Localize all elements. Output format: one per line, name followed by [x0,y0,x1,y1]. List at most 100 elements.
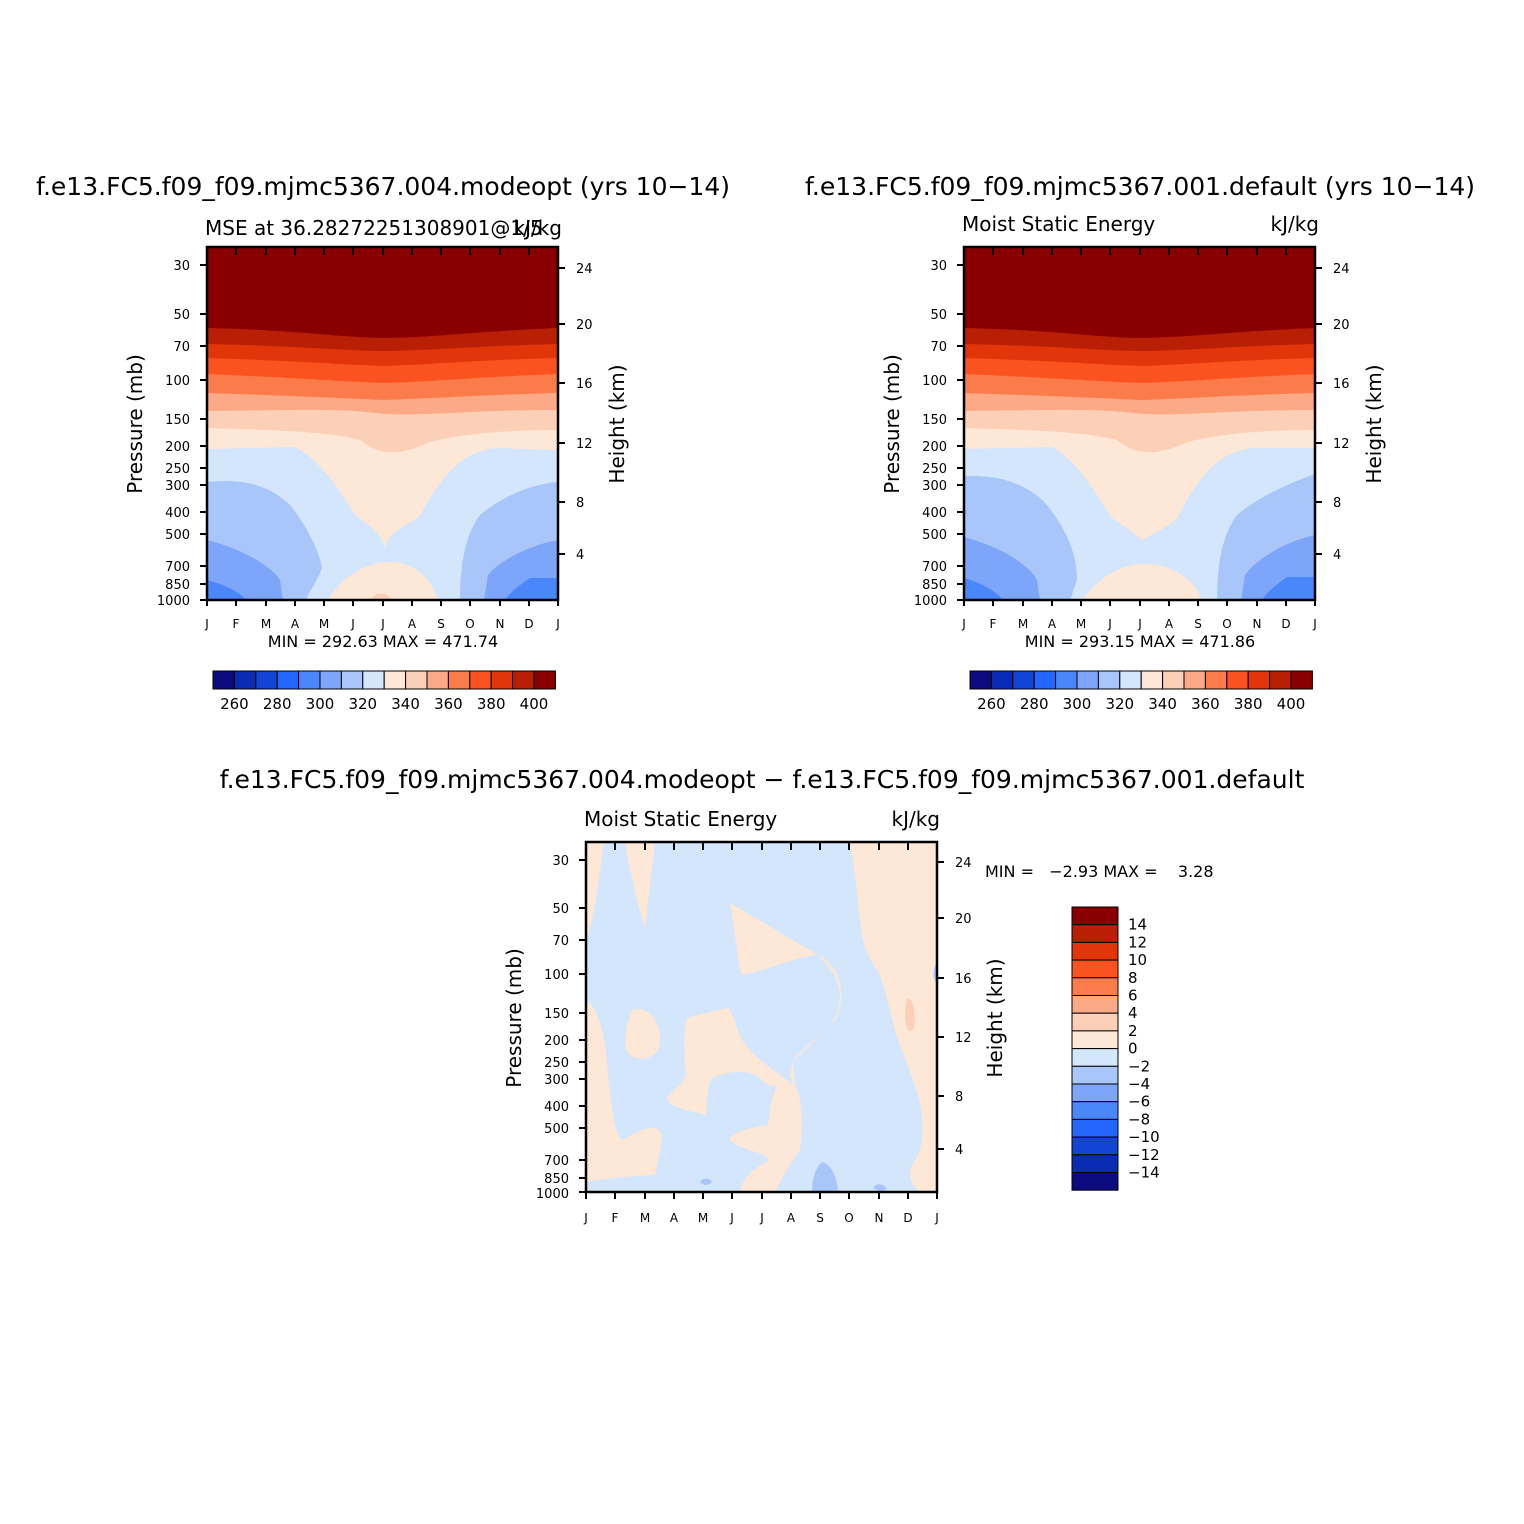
y-tick-label: 400 [165,506,190,521]
colorbar-label: −14 [1128,1164,1160,1182]
colorbar-label: −10 [1128,1128,1160,1146]
y-tick-label: 70 [930,340,947,355]
y-tick-label: 1000 [914,594,947,609]
y-tick-label: 700 [165,560,190,575]
colorbar-label: 320 [1105,695,1134,713]
y-tick-label: 50 [173,308,190,323]
colorbar-swatch [233,670,257,690]
panel-b-minmax: MIN = 293.15 MAX = 471.86 [1025,632,1255,651]
y-tick-label: 150 [544,1007,569,1022]
y-tick-label: 200 [544,1034,569,1049]
colorbar-swatch [1269,670,1292,690]
colorbar-swatch [1012,670,1035,690]
height-tick-label: 16 [576,377,593,392]
colorbar-swatch [1071,959,1119,979]
y-tick-label: 850 [165,578,190,593]
panel-c-xtick-labels: J F M A M J J A S O N D J [583,1211,939,1225]
colorbar-swatch [1071,1030,1119,1050]
colorbar-swatch [469,670,492,690]
band-fill-2-4 [905,998,915,1032]
panel-b-xtick-labels: J F M A M J J A S O N D J [961,617,1317,631]
y-tick-label: 100 [922,374,947,389]
x-tick-label: J [1312,617,1317,631]
colorbar-label: 0 [1128,1040,1138,1058]
height-tick-label: 20 [1333,318,1350,333]
colorbar-swatch [1071,1172,1119,1191]
colorbar-swatch [1071,1012,1119,1032]
y-tick-label: 250 [922,462,947,477]
band-fill-345 [1082,563,1202,600]
colorbar-label: 380 [477,695,506,713]
x-tick-label: M [261,617,271,631]
x-tick-label: A [670,1211,679,1225]
colorbar-label: 300 [306,695,335,713]
colorbar-label: 10 [1128,951,1147,969]
panel-c-minmax: MIN = −2.93 MAX = 3.28 [985,862,1214,881]
panel-b-ytick-labels: 30 50 70 100 150 200 250 300 400 500 700… [914,259,947,609]
panel-b-right-label: kJ/kg [1271,212,1320,236]
panel-a-ylabel: Pressure (mb) [123,354,147,494]
panel-a-xtick-labels: J F M A M J J A S O N D J [204,617,560,631]
height-tick-label: 8 [955,1090,963,1105]
height-tick-label: 4 [1333,548,1341,563]
y-tick-label: 300 [544,1073,569,1088]
panel-a: f.e13.FC5.f09_f09.mjmc5367.004.modeopt (… [36,172,730,713]
colorbar-label: 300 [1063,695,1092,713]
panel-a-minmax: MIN = 292.63 MAX = 471.74 [268,632,498,651]
colorbar-swatch [298,670,321,690]
colorbar-label: −2 [1128,1057,1150,1075]
y-tick-label: 30 [173,259,190,274]
panel-c-ylabel: Pressure (mb) [502,948,526,1088]
x-tick-label: M [319,617,329,631]
colorbar-swatch [1162,670,1185,690]
colorbar-label: 320 [348,695,377,713]
colorbar-label: 260 [220,695,249,713]
panel-b-ylabel: Pressure (mb) [880,354,904,494]
panel-a-colorbar: 260 280 300 320 340 360 380 400 [212,670,556,713]
height-tick-label: 12 [1333,437,1350,452]
band-fill-300 [964,578,1003,600]
colorbar-label: 12 [1128,933,1147,951]
colorbar-label: −12 [1128,1146,1160,1164]
x-tick-label: F [990,617,997,631]
x-tick-label: J [204,617,209,631]
colorbar-swatch [969,670,992,690]
panel-c-ylabel-right: Height (km) [983,958,1007,1077]
y-tick-label: 850 [544,1172,569,1187]
y-tick-label: 300 [165,479,190,494]
x-tick-label: F [233,617,240,631]
colorbar-swatch [1290,670,1313,690]
colorbar-label: 4 [1128,1004,1138,1022]
panel-c-yright-tick-labels: 24 20 16 12 8 4 [955,856,972,1158]
colorbar-label: 280 [263,695,292,713]
x-tick-label: D [1281,617,1290,631]
colorbar-swatch [447,670,471,690]
colorbar-swatch [1071,924,1119,943]
height-tick-label: 24 [955,856,972,871]
x-tick-label: M [698,1211,708,1225]
y-tick-label: 700 [922,560,947,575]
colorbar-label: 400 [520,695,549,713]
colorbar-label: 360 [1191,695,1220,713]
panel-b-title: f.e13.FC5.f09_f09.mjmc5367.001.default (… [805,172,1475,201]
x-tick-label: O [844,1211,853,1225]
x-tick-label: F [612,1211,619,1225]
x-tick-label: M [640,1211,650,1225]
colorbar-swatch [533,670,556,690]
colorbar-swatch [319,670,342,690]
colorbar-swatch [1071,1065,1119,1085]
y-tick-label: 1000 [157,594,190,609]
colorbar-label: 360 [434,695,463,713]
height-tick-label: 20 [955,912,972,927]
y-tick-label: 150 [165,413,190,428]
y-tick-label: 700 [544,1154,569,1169]
height-tick-label: 12 [955,1031,972,1046]
x-tick-label: A [291,617,300,631]
colorbar-swatch [362,670,385,690]
panel-c-ticks [579,842,944,1199]
colorbar-label: 260 [977,695,1006,713]
height-tick-label: 4 [955,1143,963,1158]
band-fill-300 [505,578,558,600]
panel-a-ytick-labels: 30 50 70 100 150 200 250 300 400 500 700… [157,259,190,609]
colorbar-swatch [383,670,407,690]
